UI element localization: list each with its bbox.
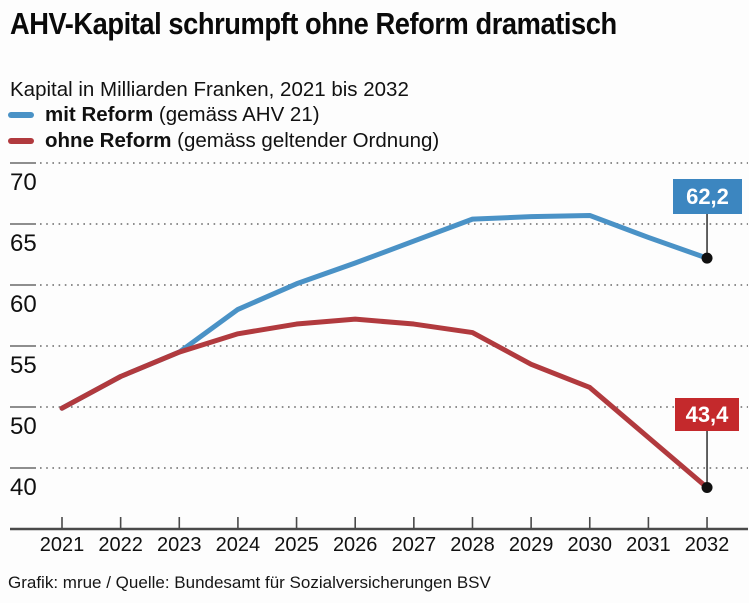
callout-label-ohne-reform: 43,4 <box>675 398 739 431</box>
x-tick-label: 2026 <box>333 534 378 556</box>
x-tick-label: 2028 <box>450 534 495 556</box>
series-line-0 <box>59 212 710 411</box>
x-tick-label: 2023 <box>157 534 202 556</box>
legend-label-bold: ohne Reform <box>45 129 172 152</box>
source-credit: Grafik: mrue / Quelle: Bundesamt für Soz… <box>8 573 491 592</box>
y-tick-label: 50 <box>10 413 37 440</box>
x-tick-label: 2024 <box>216 534 261 556</box>
y-tick-label: 70 <box>10 169 37 196</box>
x-tick-label: 2025 <box>274 534 319 556</box>
y-tick-label: 40 <box>10 474 37 501</box>
legend-item-mit-reform: mit Reform (gemäss AHV 21) <box>8 102 439 128</box>
legend-swatch-red-icon <box>8 138 34 144</box>
legend-label-bold: mit Reform <box>45 103 154 126</box>
x-tick-label: 2031 <box>626 534 671 556</box>
chart-title: AHV-Kapital schrumpft ohne Reform dramat… <box>10 6 617 41</box>
chart-subtitle: Kapital in Milliarden Franken, 2021 bis … <box>10 78 409 101</box>
end-point-dot <box>701 482 713 494</box>
legend-label-ohne-reform: ohne Reform (gemäss geltender Ordnung) <box>45 129 439 153</box>
x-tick-label: 2021 <box>40 534 85 556</box>
y-tick-label: 60 <box>10 291 37 318</box>
x-tick-label: 2022 <box>98 534 143 556</box>
x-tick-label: 2029 <box>509 534 554 556</box>
x-tick-label: 2030 <box>568 534 613 556</box>
legend: mit Reform (gemäss AHV 21) ohne Reform (… <box>8 102 439 154</box>
legend-label-rest: (gemäss geltender Ordnung) <box>171 129 440 152</box>
legend-item-ohne-reform: ohne Reform (gemäss geltender Ordnung) <box>8 128 439 154</box>
x-tick-label: 2032 <box>685 534 730 556</box>
legend-swatch-blue-icon <box>8 112 34 118</box>
y-tick-label: 65 <box>10 230 37 257</box>
callout-label-mit-reform: 62,2 <box>673 179 742 214</box>
series-line-1 <box>59 316 710 491</box>
end-point-dot <box>701 252 713 264</box>
x-tick-label: 2027 <box>392 534 437 556</box>
legend-label-mit-reform: mit Reform (gemäss AHV 21) <box>45 103 320 127</box>
y-tick-label: 55 <box>10 352 37 379</box>
legend-label-rest: (gemäss AHV 21) <box>153 103 320 126</box>
